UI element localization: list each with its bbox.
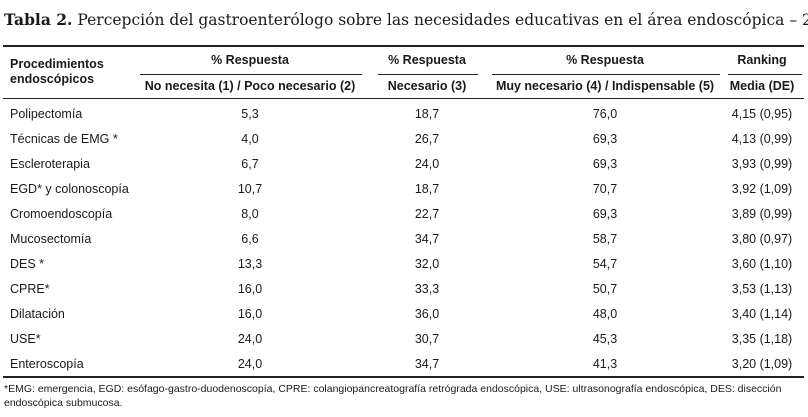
cell-procedure: Dilatación <box>10 307 65 321</box>
cell-muy-necesario: 69,3 <box>592 157 618 171</box>
cell-muy-necesario: 69,3 <box>592 207 618 221</box>
cell-no-necesita: 8,0 <box>241 207 259 221</box>
cell-media: 3,53 (1,13) <box>731 282 793 296</box>
cell-no-necesita: 4,0 <box>241 132 259 146</box>
table-caption: Tabla 2. Percepción del gastroenterólogo… <box>4 10 808 29</box>
cell-muy-necesario: 76,0 <box>592 107 618 121</box>
cell-media: 3,60 (1,10) <box>731 257 793 271</box>
cell-necesario: 33,3 <box>414 282 440 296</box>
cell-necesario: 32,0 <box>414 257 440 271</box>
cell-procedure: USE* <box>10 332 41 346</box>
header-group4-top: Ranking <box>737 53 787 67</box>
table-caption-text: Percepción del gastroenterólogo sobre la… <box>77 11 808 29</box>
cell-muy-necesario: 58,7 <box>592 232 618 246</box>
cell-no-necesita: 13,3 <box>237 257 263 271</box>
header-group4-underline <box>728 74 802 75</box>
cell-media: 3,93 (0,99) <box>731 157 793 171</box>
cell-no-necesita: 10,7 <box>237 182 263 196</box>
cell-muy-necesario: 70,7 <box>592 182 618 196</box>
header-group2-top: % Respuesta <box>388 53 466 67</box>
table-footnote: *EMG: emergencia, EGD: esófago-gastro-du… <box>4 383 782 409</box>
cell-muy-necesario: 50,7 <box>592 282 618 296</box>
header-procedures-line2: endoscópicos <box>10 72 95 86</box>
cell-necesario: 34,7 <box>414 357 440 371</box>
cell-procedure: Técnicas de EMG * <box>10 132 118 146</box>
cell-procedure: Polipectomía <box>10 107 83 121</box>
cell-procedure: Escleroterapia <box>10 157 90 171</box>
header-group2-underline <box>378 74 478 75</box>
header-group4-sub: Media (DE) <box>729 79 795 93</box>
cell-procedure: EGD* y colonoscopía <box>10 182 129 196</box>
cell-procedure: Enteroscopía <box>10 357 84 371</box>
cell-necesario: 18,7 <box>414 182 440 196</box>
cell-procedure: DES * <box>10 257 45 271</box>
header-group3-sub: Muy necesario (4) / Indispensable (5) <box>495 79 715 93</box>
cell-media: 4,15 (0,95) <box>731 107 793 121</box>
cell-media: 3,20 (1,09) <box>731 357 793 371</box>
table-top-rule <box>3 45 804 47</box>
cell-procedure: CPRE* <box>10 282 50 296</box>
cell-muy-necesario: 54,7 <box>592 257 618 271</box>
cell-necesario: 24,0 <box>414 157 440 171</box>
header-group3-top: % Respuesta <box>566 53 644 67</box>
cell-no-necesita: 5,3 <box>241 107 259 121</box>
table-caption-label: Tabla 2. <box>4 10 73 29</box>
cell-muy-necesario: 41,3 <box>592 357 618 371</box>
cell-no-necesita: 24,0 <box>237 332 263 346</box>
cell-necesario: 36,0 <box>414 307 440 321</box>
cell-no-necesita: 6,7 <box>241 157 259 171</box>
cell-no-necesita: 24,0 <box>237 357 263 371</box>
cell-muy-necesario: 69,3 <box>592 132 618 146</box>
cell-media: 3,80 (0,97) <box>731 232 793 246</box>
header-bottom-rule <box>3 98 804 99</box>
cell-media: 4,13 (0,99) <box>731 132 793 146</box>
cell-necesario: 34,7 <box>414 232 440 246</box>
cell-necesario: 18,7 <box>414 107 440 121</box>
header-group1-underline <box>140 74 362 75</box>
header-procedures-line1: Procedimientos <box>10 57 104 71</box>
cell-procedure: Mucosectomía <box>10 232 92 246</box>
header-group2-sub: Necesario (3) <box>387 79 467 93</box>
cell-media: 3,40 (1,14) <box>731 307 793 321</box>
cell-no-necesita: 16,0 <box>237 307 263 321</box>
header-group1-sub: No necesita (1) / Poco necesario (2) <box>144 79 356 93</box>
cell-media: 3,92 (1,09) <box>731 182 793 196</box>
cell-necesario: 30,7 <box>414 332 440 346</box>
cell-muy-necesario: 48,0 <box>592 307 618 321</box>
cell-necesario: 26,7 <box>414 132 440 146</box>
header-group3-underline <box>492 74 720 75</box>
cell-procedure: Cromoendoscopía <box>10 207 113 221</box>
cell-media: 3,89 (0,99) <box>731 207 793 221</box>
cell-no-necesita: 6,6 <box>241 232 259 246</box>
cell-no-necesita: 16,0 <box>237 282 263 296</box>
table-bottom-rule <box>3 376 804 378</box>
cell-media: 3,35 (1,18) <box>731 332 793 346</box>
header-group1-top: % Respuesta <box>211 53 289 67</box>
cell-muy-necesario: 45,3 <box>592 332 618 346</box>
cell-necesario: 22,7 <box>414 207 440 221</box>
